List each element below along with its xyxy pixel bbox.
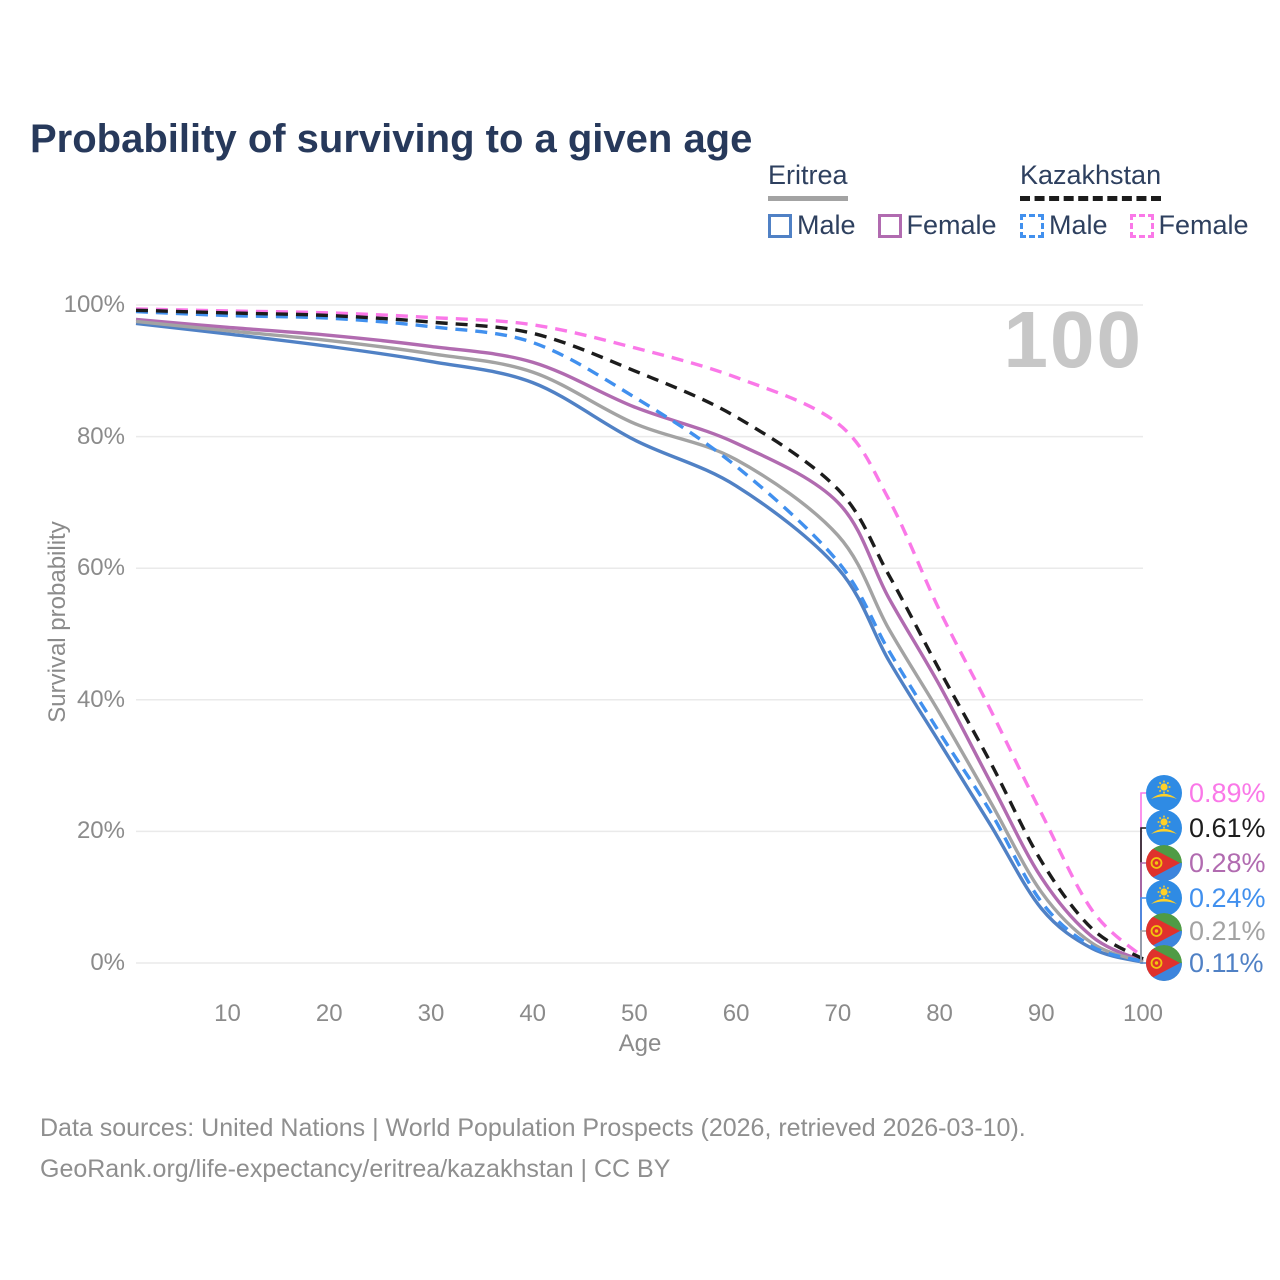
legend-group-kazakhstan: Kazakhstan Male Female: [1020, 160, 1249, 241]
end-label-connector: [1140, 962, 1146, 964]
eritrea-flag: [1146, 945, 1182, 981]
legend-item-label: Female: [906, 210, 997, 240]
end-label-eritrea-male: 0.11%: [1146, 945, 1264, 981]
end-label-eritrea-both-sexes: 0.21%: [1146, 913, 1266, 949]
eritrea-flag: [1146, 845, 1182, 881]
kazakhstan-flag-icon: [1146, 810, 1182, 846]
legend-country-eritrea[interactable]: Eritrea: [768, 160, 848, 201]
x-tick-30: 30: [417, 1000, 445, 1027]
legend-item-kazakhstan-female[interactable]: Female: [1129, 210, 1249, 241]
legend-item-label: Male: [797, 210, 856, 240]
curve-kazakhstan-female: [135, 307, 1145, 959]
x-tick-100: 100: [1122, 1000, 1164, 1027]
x-tick-40: 40: [519, 1000, 547, 1027]
kazakhstan-flag-icon: [1146, 880, 1182, 916]
y-axis-title: Survival probability: [44, 521, 71, 723]
kazakhstan-flag: [1146, 775, 1182, 811]
end-label-value: 0.89%: [1189, 777, 1266, 808]
x-tick-20: 20: [315, 1000, 343, 1027]
legend-swatch-icon: [877, 213, 902, 238]
x-tick-70: 70: [824, 1000, 852, 1027]
end-label-value: 0.21%: [1189, 915, 1266, 946]
end-label-value: 0.28%: [1189, 847, 1266, 878]
y-tick-60: 60%: [76, 554, 125, 582]
legend-item-eritrea-female[interactable]: Female: [877, 210, 997, 241]
legend-swatch-icon: [768, 213, 792, 238]
end-label-kazakhstan-female: 0.89%: [1146, 775, 1266, 811]
x-axis-title: Age: [618, 1030, 662, 1057]
x-tick-50: 50: [621, 1000, 648, 1027]
eritrea-flag-icon: [1146, 913, 1182, 949]
eritrea-flag: [1146, 913, 1182, 949]
end-label-kazakhstan-both-sexes: 0.61%: [1146, 810, 1266, 846]
curve-eritrea-both-sexes: [135, 319, 1144, 964]
end-label-value: 0.61%: [1189, 812, 1266, 843]
end-label-connector: [1140, 930, 1146, 962]
eritrea-flag-icon: [1146, 945, 1182, 981]
footer-url-line: GeoRank.org/life-expectancy/eritrea/kaza…: [40, 1155, 671, 1183]
curve-eritrea-female: [135, 317, 1144, 963]
y-tick-0: 0%: [90, 949, 125, 976]
curve-eritrea-male: [135, 321, 1144, 964]
x-tick-90: 90: [1027, 1000, 1055, 1027]
legend-country-kazakhstan[interactable]: Kazakhstan: [1020, 160, 1162, 201]
legend-swatch-icon: [1020, 213, 1044, 238]
footer: Data sources: United Nations | World Pop…: [40, 1108, 1026, 1190]
end-label-kazakhstan-male: 0.24%: [1146, 880, 1266, 916]
curve-kazakhstan-both-sexes: [135, 308, 1144, 961]
age-watermark: 100: [1003, 295, 1143, 384]
y-tick-20: 20%: [76, 817, 125, 845]
kazakhstan-flag: [1146, 810, 1182, 846]
footer-sources-line: Data sources: United Nations | World Pop…: [40, 1114, 1026, 1142]
x-tick-10: 10: [214, 1000, 241, 1027]
x-tick-80: 80: [926, 1000, 953, 1027]
end-label-value: 0.24%: [1189, 882, 1266, 913]
kazakhstan-flag: [1146, 880, 1182, 916]
page-title: Probability of surviving to a given age: [30, 116, 753, 161]
end-label-value: 0.11%: [1189, 947, 1264, 978]
curve-kazakhstan-male: [135, 309, 1144, 964]
legend-item-kazakhstan-male[interactable]: Male: [1020, 210, 1108, 241]
y-tick-100: 100%: [63, 291, 125, 318]
legend-group-eritrea: Eritrea Male Female: [768, 160, 997, 241]
end-label-eritrea-female: 0.28%: [1146, 845, 1266, 881]
kazakhstan-flag-icon: [1146, 775, 1182, 811]
legend-swatch-icon: [1129, 213, 1154, 238]
legend-item-label: Male: [1049, 210, 1108, 240]
legend-item-eritrea-male[interactable]: Male: [768, 210, 856, 241]
x-tick-60: 60: [722, 1000, 750, 1027]
y-tick-80: 80%: [76, 422, 125, 450]
eritrea-flag-icon: [1146, 845, 1182, 881]
y-tick-40: 40%: [76, 685, 125, 713]
legend-item-label: Female: [1158, 210, 1249, 240]
